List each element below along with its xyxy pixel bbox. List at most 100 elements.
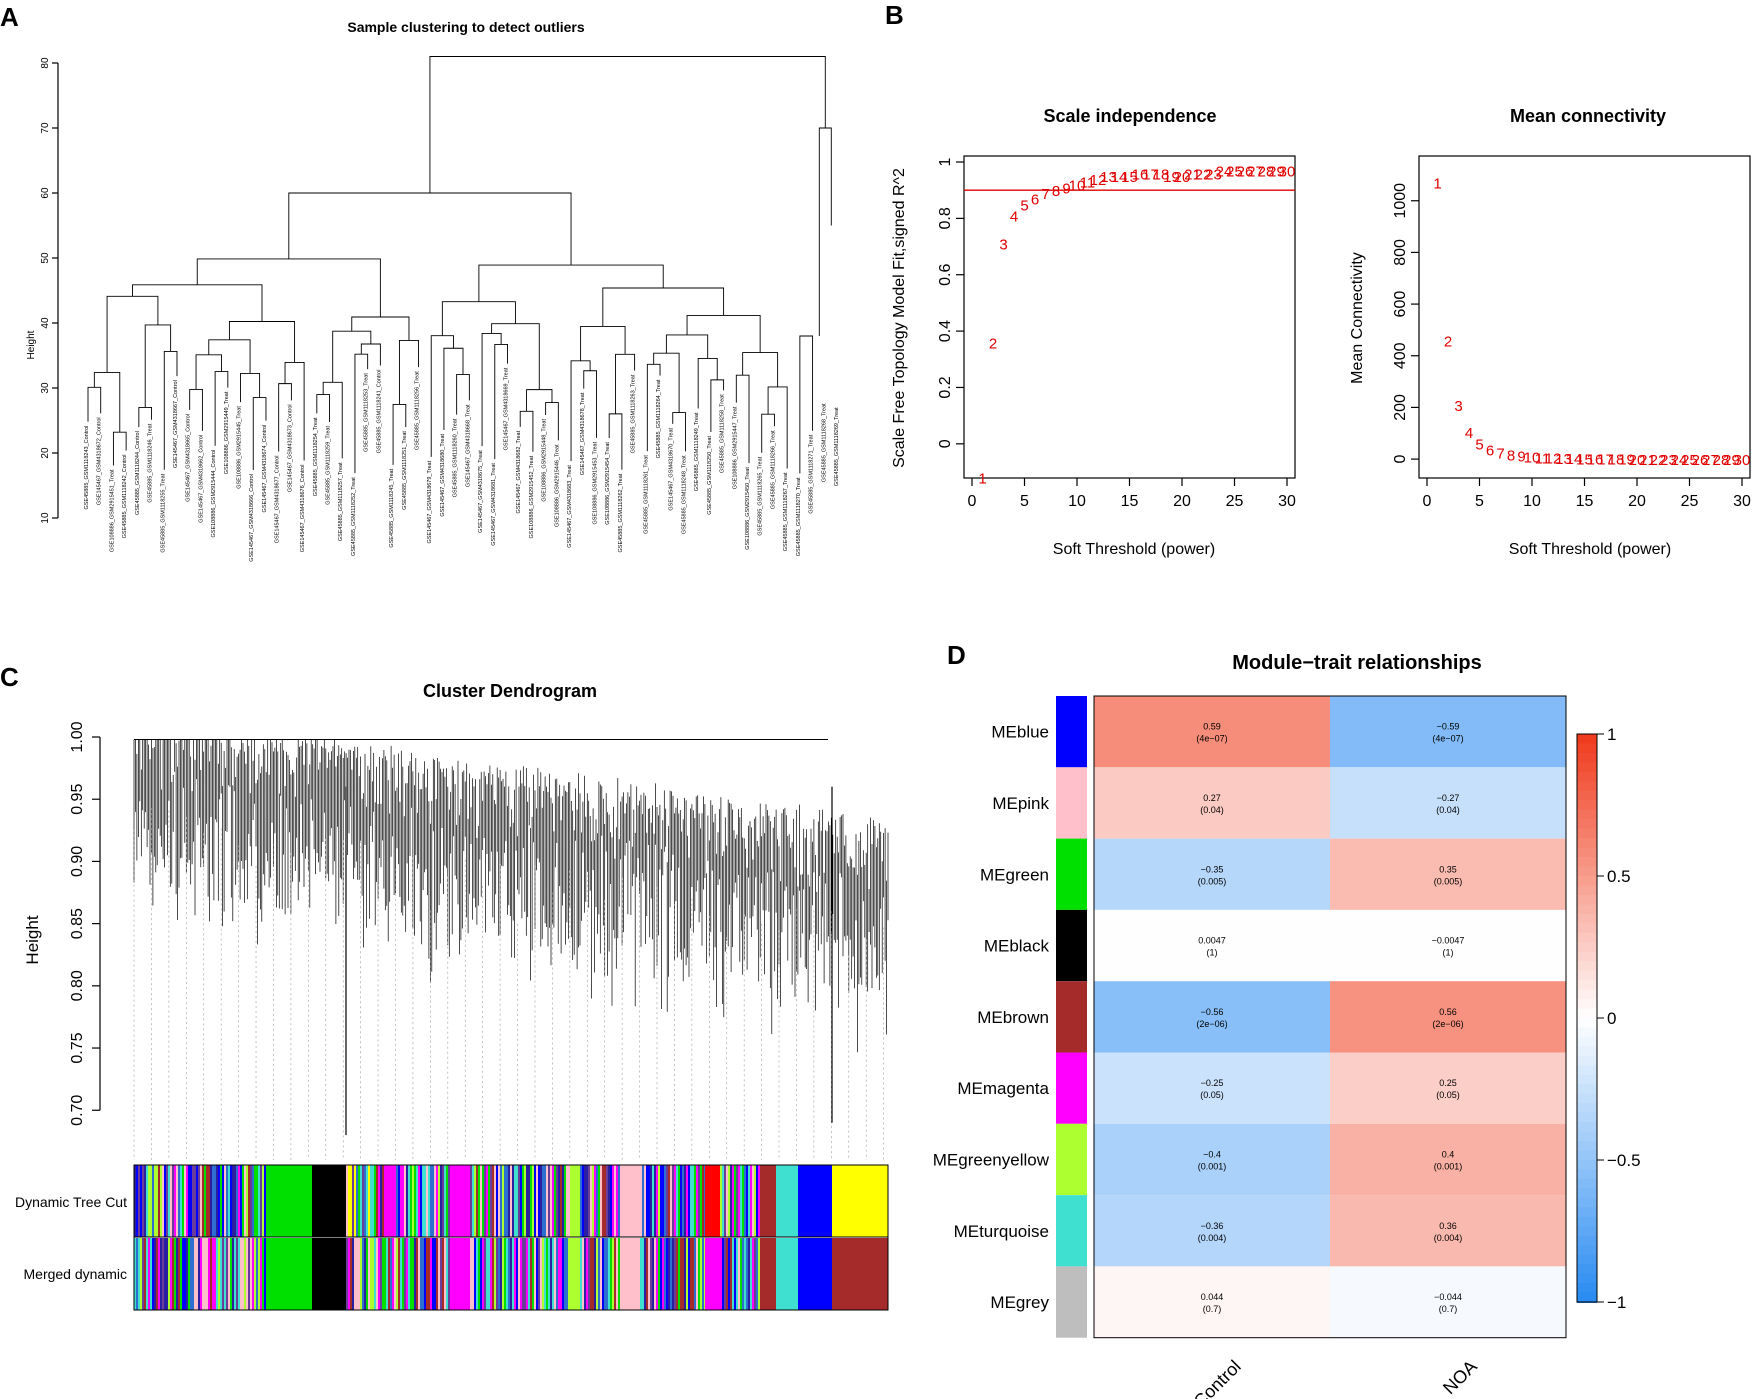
cell-pvalue: (4e−07) bbox=[1432, 734, 1463, 744]
colorbar-step bbox=[1577, 989, 1597, 1001]
module-color-strip bbox=[150, 1165, 152, 1237]
module-color-strip bbox=[614, 1238, 616, 1310]
sample-leaf-label: GSE108886_GSM2915446_Treat bbox=[554, 444, 560, 527]
module-color-strip bbox=[156, 1165, 158, 1237]
cell-pvalue: (0.001) bbox=[1198, 1161, 1227, 1171]
module-color-strip bbox=[658, 1165, 660, 1237]
module-color-strip bbox=[596, 1165, 598, 1237]
module-color-strip bbox=[420, 1165, 422, 1237]
module-color-strip bbox=[136, 1165, 138, 1237]
axis-tick-label-a: 50 bbox=[40, 252, 51, 264]
y-tick-label: 0.6 bbox=[937, 264, 954, 286]
module-color-strip bbox=[346, 1165, 348, 1237]
cell-value: 0.36 bbox=[1439, 1221, 1457, 1231]
power-point: 17 bbox=[1597, 452, 1614, 469]
module-color-strip bbox=[688, 1165, 690, 1237]
module-color-strip bbox=[648, 1238, 650, 1310]
scale-independence-panel: Scale independence Soft Threshold (power… bbox=[891, 106, 1296, 558]
module-color-strip bbox=[232, 1238, 234, 1310]
module-color-strip bbox=[728, 1165, 730, 1237]
module-color-strip bbox=[400, 1165, 402, 1237]
module-color-strip bbox=[564, 1238, 566, 1310]
axis-tick-label-a: 40 bbox=[40, 317, 51, 329]
power-point: 13 bbox=[1100, 169, 1117, 186]
module-color-strip bbox=[156, 1238, 158, 1310]
module-color-strip bbox=[554, 1165, 556, 1237]
module-color-strip bbox=[752, 1165, 754, 1237]
module-color-strip bbox=[196, 1165, 198, 1237]
module-color-strip bbox=[568, 1238, 570, 1310]
module-color-strip bbox=[482, 1165, 484, 1237]
module-color-strip bbox=[700, 1238, 702, 1310]
heatmap-cell bbox=[1094, 1052, 1330, 1124]
module-color-strip bbox=[204, 1165, 206, 1237]
module-color-strip bbox=[228, 1165, 230, 1237]
axis-tick-label-c: 0.80 bbox=[69, 970, 86, 1001]
module-color-strip bbox=[600, 1165, 602, 1237]
module-color-strip bbox=[582, 1238, 584, 1310]
cell-pvalue: (1) bbox=[1443, 948, 1454, 958]
sample-leaf-label: GSE108886_GSM2915450_Treat bbox=[745, 467, 751, 550]
module-color-strip bbox=[402, 1238, 404, 1310]
power-point: 21 bbox=[1184, 166, 1201, 183]
module-color-strip bbox=[478, 1165, 480, 1237]
module-color-strip bbox=[236, 1238, 238, 1310]
module-color-strip bbox=[758, 1238, 760, 1310]
module-color-strip bbox=[534, 1238, 536, 1310]
module-color-strip bbox=[422, 1238, 424, 1310]
module-color-strip bbox=[444, 1165, 446, 1237]
module-color-strip bbox=[436, 1165, 438, 1237]
module-color-strip bbox=[478, 1238, 480, 1310]
module-color-strip bbox=[416, 1165, 418, 1237]
module-color-strip bbox=[584, 1238, 586, 1310]
module-color-strip bbox=[538, 1238, 540, 1310]
module-color-strip bbox=[554, 1238, 556, 1310]
sample-leaf-label: GSE45885_GSM1118260_Treat bbox=[453, 418, 459, 497]
module-color-strip bbox=[556, 1238, 558, 1310]
module-color-strip bbox=[446, 1165, 448, 1237]
module-color-strip bbox=[352, 1165, 354, 1237]
colorbar-tick-label: 1 bbox=[1607, 725, 1616, 744]
module-color-strip bbox=[582, 1165, 584, 1237]
module-color-strip bbox=[484, 1165, 486, 1237]
module-color-strip bbox=[394, 1165, 396, 1237]
module-color-strip bbox=[256, 1238, 258, 1310]
power-point: 20 bbox=[1174, 169, 1191, 186]
module-color-strip bbox=[416, 1238, 418, 1310]
module-color-strip bbox=[472, 1238, 474, 1310]
colorbar-step bbox=[1577, 1046, 1597, 1057]
dendrogram-link bbox=[429, 56, 826, 193]
module-color-strip bbox=[374, 1165, 376, 1237]
y-tick-label: 0.4 bbox=[937, 320, 954, 342]
module-color-strip bbox=[152, 1238, 154, 1310]
mean-connectivity-ylabel: Mean Connectivity bbox=[1349, 252, 1366, 384]
power-point: 19 bbox=[1618, 452, 1635, 469]
module-color-swatch bbox=[1056, 909, 1087, 982]
dendrogram-link bbox=[106, 295, 159, 373]
module-color-strip bbox=[138, 1238, 140, 1310]
module-color-strip bbox=[440, 1165, 442, 1237]
module-color-strip bbox=[446, 1238, 448, 1310]
module-color-strip bbox=[724, 1165, 726, 1237]
module-color-strip bbox=[640, 1165, 642, 1237]
module-color-strip bbox=[444, 1238, 446, 1310]
sample-leaf-label: GSE45885_GSM1118249_Treat bbox=[694, 412, 700, 491]
module-color-strip bbox=[744, 1165, 746, 1237]
module-color-strip bbox=[208, 1238, 210, 1310]
module-color-strip bbox=[536, 1165, 538, 1237]
module-color-strip bbox=[662, 1165, 664, 1237]
colorbar-step bbox=[1577, 876, 1597, 887]
module-color-strip bbox=[686, 1238, 688, 1310]
module-color-strip bbox=[598, 1238, 600, 1310]
sample-clustering-leaves: GSE45885_GSM1118243_Control GSE145467_GSM… bbox=[84, 367, 840, 562]
mean-connectivity-xlabel: Soft Threshold (power) bbox=[1509, 541, 1671, 558]
cell-value: −0.4 bbox=[1203, 1149, 1221, 1159]
axis-tick-label-c: 0.95 bbox=[69, 784, 86, 815]
module-color-strip bbox=[668, 1165, 670, 1237]
module-color-strip bbox=[556, 1165, 558, 1237]
module-color-strip bbox=[168, 1238, 170, 1310]
sample-leaf-label: GSE45885_GSM1118266_Treat bbox=[770, 430, 776, 509]
axis-tick-label-c: 0.70 bbox=[69, 1095, 86, 1126]
panel-letter-b: B bbox=[885, 0, 904, 30]
module-color-rows bbox=[133, 1164, 889, 1311]
